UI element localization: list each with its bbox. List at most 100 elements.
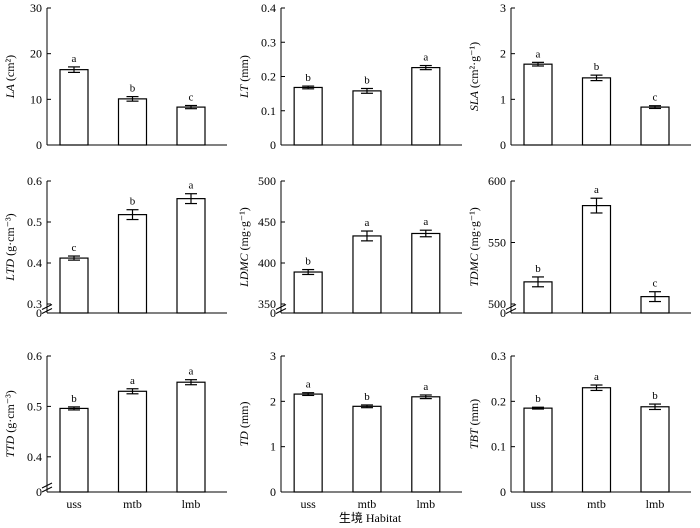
significance-letter: a <box>130 375 135 387</box>
bar-mtb <box>352 235 382 314</box>
y-axis-title-unit: (cm²·g⁻¹) <box>467 42 481 91</box>
y-tick-label: 500 <box>488 297 506 311</box>
panel-tbt: 0 0.1 0.2 0.3 b uss a mtb b lmb TBT (mm) <box>467 349 691 511</box>
bar-uss <box>523 407 553 493</box>
y-tick-label-zero: 0 <box>270 306 276 320</box>
y-tick-label: 500 <box>258 174 276 188</box>
y-axis-title-variable: SLA <box>467 90 481 111</box>
panel-ttd: 0.4 0.5 0.6 0 b uss a mtb a lmb TTD (g·cm⁻³) <box>3 349 227 511</box>
y-tick-label: 450 <box>258 215 276 229</box>
significance-letter: b <box>71 393 77 405</box>
y-axis-title-variable: LA <box>3 83 17 99</box>
y-tick-label: 0.4 <box>27 256 42 270</box>
panel-ltd: 0.3 0.4 0.5 0.6 0 c b a LTD (g·cm⁻³) <box>3 174 227 320</box>
bar-mtb <box>117 390 148 493</box>
y-axis-title-unit: (cm²) <box>3 55 17 84</box>
y-axis-title-unit: (mm) <box>237 55 251 85</box>
panel-ldmc: 350 400 450 500 0 b a a LDMC (mg·g⁻¹) <box>237 174 462 320</box>
y-tick-label: 350 <box>258 297 276 311</box>
y-axis-title: LDMC (mg·g⁻¹) <box>237 207 251 288</box>
y-tick-label: 0.2 <box>261 70 276 84</box>
x-tick-label: uss <box>66 497 82 511</box>
y-tick-label: 0.4 <box>27 450 42 464</box>
panel-td: 0 1 2 3 a uss b mtb a lmb TD (mm) <box>237 349 462 511</box>
axis-break-mark <box>275 308 287 314</box>
bar-mtb <box>117 214 148 314</box>
significance-letter: b <box>535 393 541 405</box>
x-tick-label: mtb <box>123 497 142 511</box>
significance-letter: a <box>594 371 599 383</box>
bar-uss <box>523 63 553 146</box>
y-axis-title-variable: LT <box>237 83 251 98</box>
y-tick-label: 0.5 <box>27 399 42 413</box>
y-axis-title-variable: TBT <box>467 427 481 449</box>
y-axis-title: SLA (cm²·g⁻¹) <box>467 42 481 111</box>
significance-letter: c <box>72 242 77 254</box>
bar-uss <box>293 86 323 146</box>
y-tick-label: 0.6 <box>27 174 42 188</box>
x-tick-label: uss <box>300 497 316 511</box>
bar-lmb <box>640 406 670 493</box>
x-tick-label: lmb <box>416 497 435 511</box>
y-tick-label: 0 <box>500 138 506 152</box>
y-tick-label: 0 <box>270 485 276 499</box>
y-axis-title-unit: (mg·g⁻¹) <box>237 207 251 253</box>
significance-letter: b <box>535 263 541 275</box>
axis-break-mark <box>41 486 53 493</box>
significance-letter: b <box>130 83 136 95</box>
y-axis-title-unit: (g·cm⁻³) <box>3 390 17 436</box>
x-tick-label: lmb <box>646 497 665 511</box>
panel-la: 0 10 20 30 a b c LA (cm²) <box>3 1 227 152</box>
y-tick-label: 0.6 <box>27 349 42 363</box>
bar-mtb <box>581 77 612 146</box>
y-tick-label: 0.2 <box>491 394 506 408</box>
y-axis-title: LTD (g·cm⁻³) <box>3 213 17 281</box>
y-axis-title-variable: TDMC <box>467 252 481 286</box>
axis-break-mark <box>41 304 53 310</box>
significance-letter: a <box>306 379 311 391</box>
significance-letter: c <box>653 92 658 104</box>
bar-mtb <box>117 98 148 146</box>
y-tick-label: 2 <box>270 394 276 408</box>
bar-uss <box>293 271 323 314</box>
significance-letter: b <box>364 74 370 86</box>
significance-letter: c <box>653 278 658 290</box>
y-tick-label: 3 <box>270 349 276 363</box>
axis-break-mark <box>275 304 287 310</box>
bar-lmb <box>411 66 441 146</box>
bar-uss <box>59 69 89 146</box>
significance-letter: a <box>594 184 599 196</box>
significance-letter: a <box>189 366 194 378</box>
y-axis-title-variable: LTD <box>3 259 17 282</box>
bar-lmb <box>176 198 206 314</box>
significance-letter: b <box>305 72 311 84</box>
significance-letter: b <box>652 390 658 402</box>
y-tick-label: 2 <box>500 47 506 61</box>
y-tick-label-zero: 0 <box>36 485 42 499</box>
y-tick-label: 0.4 <box>261 1 276 15</box>
significance-letter: a <box>189 180 194 192</box>
y-tick-label: 0 <box>36 138 42 152</box>
significance-letter: b <box>130 196 136 208</box>
y-tick-label: 0.1 <box>261 104 276 118</box>
significance-letter: b <box>594 61 600 73</box>
y-tick-label: 0.5 <box>27 215 42 229</box>
y-axis-title-variable: TTD <box>3 435 17 457</box>
x-tick-label: uss <box>530 497 546 511</box>
y-tick-label: 0 <box>500 485 506 499</box>
bar-lmb <box>411 232 441 314</box>
bar-lmb <box>640 106 670 146</box>
panel-lt: 0 0.1 0.2 0.3 0.4 b b a LT (mm) <box>237 1 462 152</box>
bar-uss <box>59 257 89 314</box>
y-tick-label: 10 <box>30 92 42 106</box>
y-axis-title: TD (mm) <box>237 401 251 446</box>
y-tick-label: 30 <box>30 1 42 15</box>
bar-uss <box>293 393 323 493</box>
y-tick-label: 0.3 <box>261 35 276 49</box>
y-axis-title-variable: TD <box>237 431 251 447</box>
significance-letter: a <box>423 381 428 393</box>
x-tick-label: lmb <box>182 497 201 511</box>
significance-letter: b <box>364 391 370 403</box>
significance-letter: a <box>536 48 541 60</box>
